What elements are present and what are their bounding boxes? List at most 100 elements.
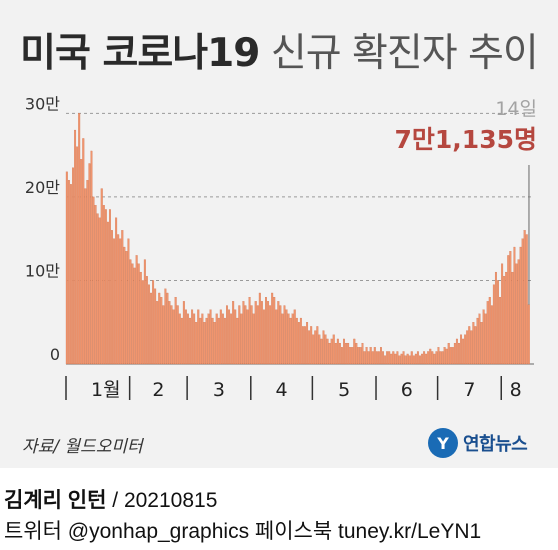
bar bbox=[392, 351, 395, 365]
bar bbox=[265, 297, 267, 365]
bar bbox=[406, 353, 409, 365]
bar bbox=[318, 334, 321, 365]
bar bbox=[252, 313, 255, 365]
bar bbox=[343, 338, 345, 365]
bar bbox=[187, 313, 189, 365]
bar bbox=[100, 188, 103, 365]
bar bbox=[250, 305, 253, 365]
bar bbox=[104, 209, 107, 365]
bar bbox=[429, 348, 432, 365]
bar bbox=[332, 334, 335, 365]
bar bbox=[322, 330, 325, 365]
bar bbox=[324, 334, 327, 365]
bar bbox=[78, 113, 81, 365]
bar bbox=[501, 263, 504, 365]
bar bbox=[193, 313, 196, 365]
month-label: 6 bbox=[401, 379, 413, 401]
bar bbox=[398, 355, 401, 365]
bar bbox=[416, 351, 419, 365]
bar bbox=[484, 313, 487, 365]
title-light: 신규 확진자 추이 bbox=[270, 31, 539, 76]
bar bbox=[400, 353, 403, 365]
bar bbox=[129, 259, 132, 365]
bar bbox=[488, 297, 491, 365]
bar bbox=[162, 305, 165, 365]
bar bbox=[394, 353, 397, 365]
bar bbox=[345, 342, 348, 365]
bar bbox=[304, 326, 306, 365]
bar bbox=[242, 301, 245, 365]
bar bbox=[310, 326, 313, 365]
bar bbox=[470, 330, 473, 365]
bar bbox=[108, 209, 111, 365]
bar bbox=[271, 292, 274, 365]
bar bbox=[160, 297, 163, 365]
bar bbox=[102, 205, 105, 365]
bar bbox=[336, 338, 339, 365]
bar bbox=[330, 338, 333, 365]
bar bbox=[125, 251, 128, 365]
bar bbox=[117, 234, 120, 365]
bar bbox=[497, 280, 499, 365]
bar bbox=[349, 347, 352, 365]
bar bbox=[240, 313, 243, 365]
bar bbox=[443, 347, 446, 365]
bar bbox=[379, 347, 382, 365]
bar bbox=[306, 322, 309, 365]
bar bbox=[69, 184, 72, 365]
bar bbox=[228, 309, 231, 365]
bar-series bbox=[65, 113, 530, 365]
bar bbox=[439, 351, 442, 365]
bar bbox=[464, 334, 467, 365]
title-strong: 미국 코로나19 bbox=[20, 31, 260, 76]
bar bbox=[152, 280, 155, 365]
bar bbox=[460, 334, 463, 365]
bar bbox=[211, 317, 214, 365]
bar bbox=[334, 342, 337, 365]
bar bbox=[437, 347, 440, 365]
bar bbox=[421, 353, 424, 365]
bar bbox=[172, 309, 175, 365]
bar bbox=[166, 292, 169, 365]
bar bbox=[427, 351, 430, 365]
bar bbox=[384, 355, 387, 365]
bar bbox=[492, 284, 495, 365]
x-axis-ticks: 1월 2 3 4 5 6 7 8 bbox=[65, 376, 522, 401]
bar bbox=[76, 146, 79, 365]
bar bbox=[295, 317, 298, 365]
bar bbox=[382, 351, 385, 365]
bar bbox=[184, 309, 187, 365]
bar bbox=[326, 338, 329, 365]
yonhap-logo-name: 연합뉴스 bbox=[463, 434, 528, 455]
bar bbox=[232, 301, 235, 365]
bar bbox=[254, 301, 257, 365]
bar bbox=[505, 271, 508, 365]
bar bbox=[447, 342, 450, 365]
bar bbox=[308, 330, 311, 365]
bar bbox=[248, 297, 251, 365]
bar bbox=[164, 288, 167, 365]
bar bbox=[291, 313, 294, 365]
bar bbox=[176, 305, 179, 365]
bar bbox=[199, 317, 202, 365]
bar bbox=[277, 301, 280, 365]
bar bbox=[256, 305, 259, 365]
month-label: 1월 bbox=[91, 379, 121, 401]
bar bbox=[273, 297, 276, 365]
bar bbox=[478, 313, 481, 365]
bar bbox=[297, 322, 300, 365]
bar bbox=[205, 317, 208, 365]
bar bbox=[299, 317, 302, 365]
bar bbox=[441, 351, 444, 365]
bar bbox=[499, 297, 502, 365]
callout-date: 14일 bbox=[495, 98, 537, 120]
bar bbox=[262, 309, 265, 365]
bar bbox=[65, 171, 68, 365]
bar bbox=[111, 230, 113, 365]
bar bbox=[367, 351, 370, 365]
bar bbox=[90, 150, 93, 365]
bar bbox=[365, 347, 368, 365]
bar bbox=[201, 313, 204, 365]
bar bbox=[412, 355, 415, 365]
bar bbox=[174, 297, 177, 365]
